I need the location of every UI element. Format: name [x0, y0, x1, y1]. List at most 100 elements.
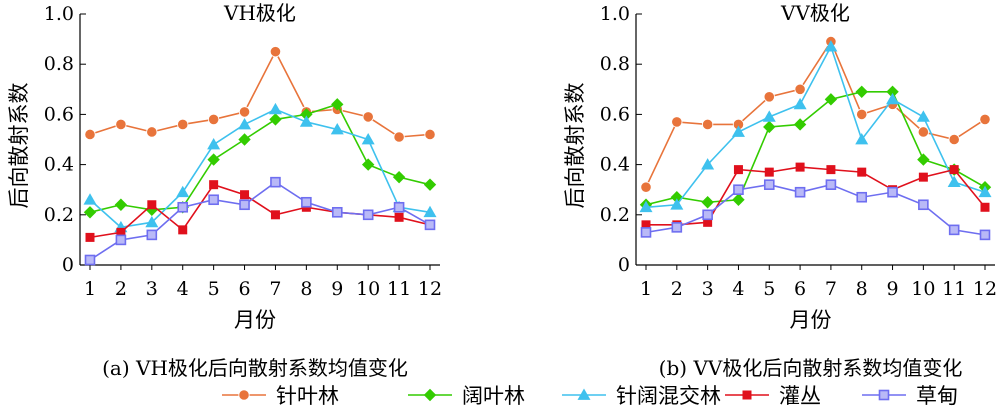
x-tick-label: 9 — [886, 278, 898, 300]
data-point — [209, 180, 219, 190]
x-tick-label: 11 — [387, 278, 411, 300]
data-point — [763, 120, 776, 134]
x-tick-label: 11 — [942, 278, 966, 300]
data-point — [178, 225, 188, 235]
series-line — [89, 108, 431, 229]
series-line — [89, 49, 431, 138]
data-point — [639, 200, 653, 213]
data-point — [855, 133, 869, 145]
data-point — [763, 179, 775, 190]
data-point — [731, 125, 745, 137]
data-point — [855, 85, 868, 99]
x-tick-label: 1 — [84, 278, 96, 300]
data-point — [947, 175, 961, 188]
legend-item: 灌丛 — [725, 384, 821, 408]
data-point — [764, 167, 774, 177]
data-point — [393, 131, 405, 143]
data-point — [641, 220, 651, 230]
legend-marker — [878, 389, 890, 401]
legend-label: 草甸 — [916, 384, 958, 408]
data-point — [115, 118, 127, 131]
data-point — [762, 110, 776, 122]
data-point — [177, 118, 189, 131]
y-tick-label: 0.2 — [600, 204, 630, 226]
data-point — [361, 158, 375, 171]
data-point — [948, 224, 960, 236]
data-point — [423, 205, 437, 218]
data-point — [857, 167, 867, 177]
data-point — [147, 200, 157, 210]
x-tick-label: 9 — [331, 278, 343, 300]
data-point — [918, 172, 928, 182]
data-point — [670, 198, 684, 210]
data-point — [733, 184, 744, 195]
x-tick-label: 3 — [702, 278, 714, 300]
x-tick-label: 10 — [356, 278, 380, 300]
data-point — [824, 40, 838, 52]
data-point — [856, 191, 868, 203]
data-point — [423, 178, 437, 191]
chart-title: VH极化 — [223, 1, 296, 25]
data-point — [886, 85, 899, 99]
data-point — [269, 46, 282, 58]
data-point — [640, 181, 652, 193]
legend-label: 针阔混交林 — [616, 384, 721, 408]
data-point — [362, 111, 374, 123]
series-3 — [83, 102, 437, 233]
series-5 — [84, 176, 436, 266]
data-point — [330, 122, 344, 135]
data-point — [115, 234, 127, 246]
y-tick-label: 0.8 — [600, 53, 630, 75]
x-tick-label: 12 — [418, 278, 442, 300]
x-tick-label: 12 — [973, 278, 997, 300]
x-axis-label: 月份 — [790, 308, 832, 332]
data-point — [671, 222, 683, 233]
x-tick-label: 7 — [825, 278, 837, 300]
legend-marker — [577, 388, 591, 400]
y-axis-label: 后向散射系数 — [563, 83, 587, 209]
data-point — [301, 196, 312, 208]
data-point — [270, 176, 281, 188]
x-axis-label: 月份 — [234, 308, 276, 332]
series-2 — [639, 85, 992, 211]
series-line — [646, 166, 986, 226]
x-tick-label: 8 — [856, 278, 868, 300]
data-point — [701, 158, 715, 170]
data-point — [331, 98, 344, 111]
x-tick-label: 5 — [763, 278, 775, 300]
data-point — [701, 196, 714, 209]
data-point — [918, 199, 929, 211]
data-point — [826, 165, 836, 175]
data-point — [208, 194, 219, 206]
x-tick-label: 1 — [640, 278, 652, 300]
x-tick-label: 8 — [300, 278, 312, 300]
data-point — [238, 106, 251, 118]
chart-title: VV极化 — [780, 1, 850, 25]
data-point — [177, 201, 189, 213]
data-point — [208, 113, 220, 126]
data-point — [424, 128, 436, 141]
x-tick-label: 2 — [671, 278, 683, 300]
x-tick-label: 4 — [177, 278, 189, 300]
data-point — [300, 108, 313, 121]
data-point — [916, 110, 930, 122]
data-point — [392, 170, 406, 184]
data-point — [856, 108, 868, 121]
data-point — [146, 229, 158, 241]
legend-item: 草甸 — [862, 384, 958, 408]
data-point — [671, 116, 683, 128]
data-point — [793, 97, 807, 110]
data-point — [361, 133, 375, 145]
chart-panel-2: 00.20.40.60.81.01 2 3 4 5 6 7 8 9 10 11 12VV极化月份后向散… — [563, 1, 997, 380]
x-tick-label: 2 — [115, 278, 127, 300]
data-point — [393, 201, 405, 213]
data-point — [979, 113, 991, 126]
x-tick-label: 5 — [208, 278, 220, 300]
y-axis-label: 后向散射系数 — [7, 83, 31, 209]
data-point — [702, 118, 714, 131]
series-line — [89, 103, 431, 214]
series-1 — [84, 46, 436, 143]
chart-panel-1: 00.20.40.60.81.01 2 3 4 5 6 7 8 9 10 11 12VH极化月份后向散… — [7, 1, 442, 380]
x-tick-label: 7 — [269, 278, 281, 300]
data-point — [794, 186, 806, 198]
